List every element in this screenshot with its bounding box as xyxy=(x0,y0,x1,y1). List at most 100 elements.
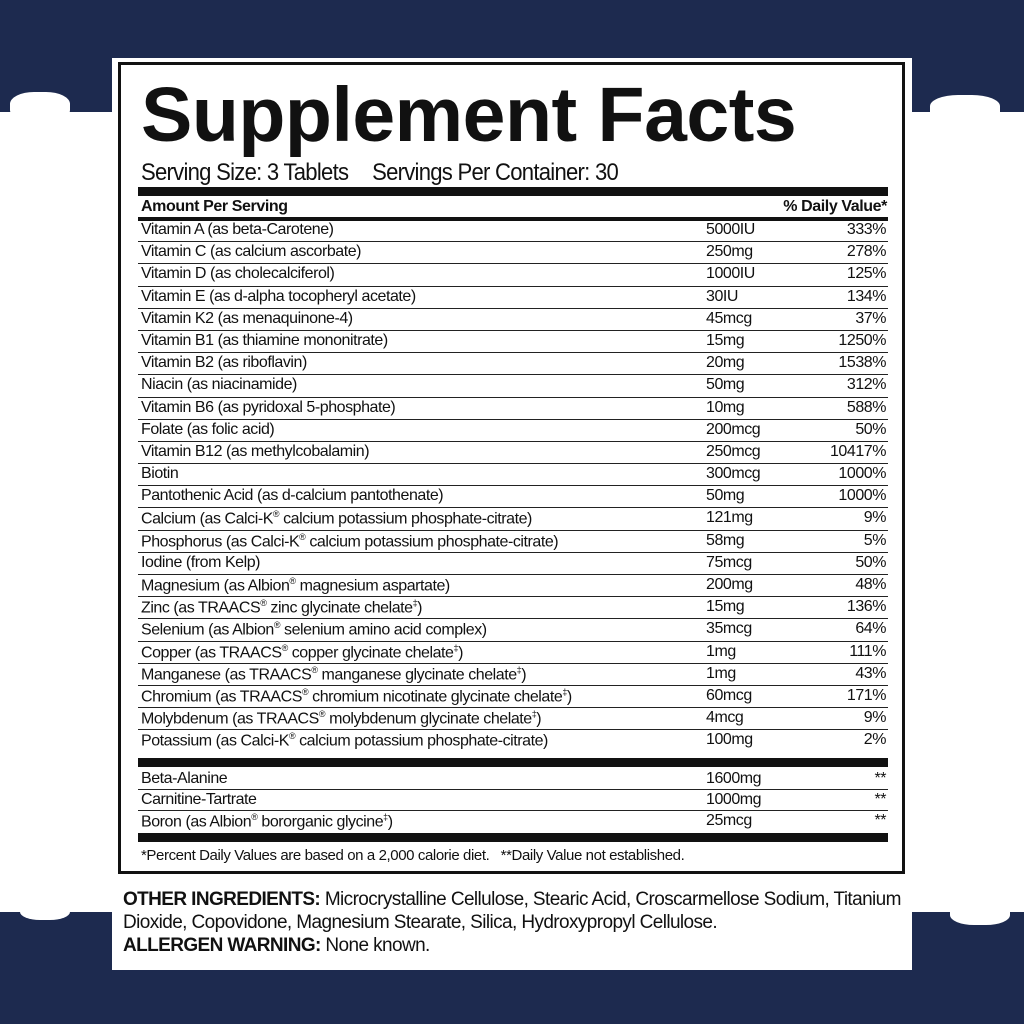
nutrient-amount: 5000IU xyxy=(706,221,755,238)
nutrient-amount: 100mg xyxy=(706,731,753,749)
nutrient-dv: ** xyxy=(874,770,886,787)
nutrient-name: Carnitine-Tartrate xyxy=(141,791,257,808)
other-nutrient-table: Beta-Alanine 1600mg ** Carnitine-Tartrate 10… xyxy=(138,769,888,831)
nutrient-dv: 5% xyxy=(863,531,887,549)
nutrient-name: Boron (as Albion® bororganic glycine‡) xyxy=(141,812,393,831)
nutrient-amount: 1000IU xyxy=(706,265,755,283)
table-row: Vitamin A (as beta-Carotene) 5000IU 333% xyxy=(138,220,888,243)
table-row: Chromium (as TRAACS® chromium nicotinate… xyxy=(138,686,888,709)
divider-medium xyxy=(138,217,888,221)
nutrient-name: Vitamin B12 (as methylcobalamin) xyxy=(141,442,370,460)
nutrient-dv: 64% xyxy=(855,620,886,638)
nutrient-dv: 136% xyxy=(846,598,887,616)
nutrient-amount: 200mcg xyxy=(706,420,761,438)
nutrient-amount: 75mcg xyxy=(706,553,752,571)
nutrient-dv: ** xyxy=(874,812,886,829)
table-row: Vitamin B6 (as pyridoxal 5-phosphate) 10m… xyxy=(138,398,888,420)
nutrient-amount: 250mg xyxy=(706,243,753,261)
nutrient-amount: 50mg xyxy=(706,376,745,394)
nutrient-name: Vitamin A (as beta-Carotene) xyxy=(141,221,334,238)
nutrient-dv: 312% xyxy=(846,376,887,394)
nutrient-name: Pantothenic Acid (as d-calcium pantothen… xyxy=(141,487,444,505)
allergen-warning: ALLERGEN WARNING: None known. xyxy=(123,934,913,957)
amount-header: Amount Per Serving xyxy=(141,198,288,215)
panel-title: Supplement Facts xyxy=(141,72,797,158)
table-row: Beta-Alanine 1600mg ** xyxy=(138,769,888,790)
table-row: Manganese (as TRAACS® manganese glycinat… xyxy=(138,664,888,686)
nutrient-name: Phosphorus (as Calci-K® calcium potassiu… xyxy=(141,531,559,550)
nutrient-dv: 171% xyxy=(846,686,887,704)
nutrient-name: Iodine (from Kelp) xyxy=(141,553,261,571)
nutrient-name: Zinc (as TRAACS® zinc glycinate chelate‡… xyxy=(141,598,423,617)
nutrient-name: Niacin (as niacinamide) xyxy=(141,376,297,394)
nutrient-dv: 37% xyxy=(855,309,886,327)
nutrient-dv: 278% xyxy=(846,243,887,261)
table-row: Niacin (as niacinamide) 50mg 312% xyxy=(138,375,888,398)
nutrient-dv: 1000% xyxy=(838,487,886,505)
nutrient-amount: 15mg xyxy=(706,331,745,349)
nutrient-dv: 43% xyxy=(855,664,886,682)
divider-thick xyxy=(138,187,888,196)
nutrient-amount: 10mg xyxy=(706,398,745,416)
nutrient-amount: 1000mg xyxy=(706,791,762,808)
nutrient-name: Biotin xyxy=(141,465,179,483)
table-row: Potassium (as Calci-K® calcium potassium… xyxy=(138,730,888,751)
table-row: Zinc (as TRAACS® zinc glycinate chelate‡… xyxy=(138,597,888,620)
nutrient-name: Selenium (as Albion® selenium amino acid… xyxy=(141,620,487,639)
table-row: Copper (as TRAACS® copper glycinate chel… xyxy=(138,642,888,664)
table-row: Biotin 300mcg 1000% xyxy=(138,464,888,487)
table-row: Vitamin B1 (as thiamine mononitrate) 15mg… xyxy=(138,331,888,354)
nutrient-name: Potassium (as Calci-K® calcium potassium… xyxy=(141,731,548,750)
nutrient-name: Molybdenum (as TRAACS® molybdenum glycin… xyxy=(141,709,542,728)
table-row: Vitamin B12 (as methylcobalamin) 250mcg 10… xyxy=(138,442,888,465)
nutrient-amount: 45mcg xyxy=(706,309,752,327)
nutrient-amount: 15mg xyxy=(706,598,745,616)
nutrient-amount: 1mg xyxy=(706,642,736,660)
supplement-facts-panel: Supplement Facts Serving Size: 3 Tablets… xyxy=(118,62,905,874)
table-row: Molybdenum (as TRAACS® molybdenum glycin… xyxy=(138,708,888,731)
allergen-text: None known. xyxy=(320,935,430,956)
nutrient-name: Folate (as folic acid) xyxy=(141,420,275,438)
nutrient-dv: 50% xyxy=(855,553,886,571)
dv-header: % Daily Value* xyxy=(783,198,887,215)
nutrient-name: Vitamin E (as d-alpha tocopheryl acetate… xyxy=(141,287,416,305)
nutrient-dv: 125% xyxy=(846,265,887,283)
nutrient-amount: 20mg xyxy=(706,354,745,372)
nutrient-name: Vitamin B1 (as thiamine mononitrate) xyxy=(141,331,388,349)
table-row: Phosphorus (as Calci-K® calcium potassiu… xyxy=(138,531,888,553)
nutrient-name: Calcium (as Calci-K® calcium potassium p… xyxy=(141,509,532,528)
table-row: Iodine (from Kelp) 75mcg 50% xyxy=(138,553,888,575)
nutrient-name: Magnesium (as Albion® magnesium aspartat… xyxy=(141,576,450,595)
nutrient-name: Copper (as TRAACS® copper glycinate chel… xyxy=(141,642,463,661)
nutrient-amount: 58mg xyxy=(706,531,745,549)
nutrient-dv: 50% xyxy=(855,420,886,438)
nutrient-amount: 25mcg xyxy=(706,812,752,829)
nutrient-amount: 60mcg xyxy=(706,686,752,704)
footnote: *Percent Daily Values are based on a 2,0… xyxy=(141,847,685,864)
nutrient-dv: 333% xyxy=(846,221,887,238)
nutrient-name: Vitamin B6 (as pyridoxal 5-phosphate) xyxy=(141,398,396,416)
nutrient-amount: 35mcg xyxy=(706,620,752,638)
nutrient-amount: 30IU xyxy=(706,287,738,305)
nutrient-dv: 10417% xyxy=(829,442,886,460)
table-row: Vitamin D (as cholecalciferol) 1000IU 125% xyxy=(138,264,888,287)
nutrient-name: Vitamin K2 (as menaquinone-4) xyxy=(141,309,353,327)
nutrient-dv: 2% xyxy=(863,731,887,749)
serving-info: Serving Size: 3 Tablets Servings Per Con… xyxy=(141,159,636,187)
nutrient-amount: 250mcg xyxy=(706,442,761,460)
table-header: Amount Per Serving % Daily Value* xyxy=(141,198,887,216)
other-ingredients-label: OTHER INGREDIENTS: xyxy=(123,889,321,910)
table-row: Folate (as folic acid) 200mcg 50% xyxy=(138,420,888,442)
nutrient-name: Vitamin D (as cholecalciferol) xyxy=(141,265,335,283)
nutrient-table: Vitamin A (as beta-Carotene) 5000IU 333% Vi… xyxy=(138,220,888,752)
table-row: Carnitine-Tartrate 1000mg ** xyxy=(138,790,888,811)
other-ingredients-section: OTHER INGREDIENTS: Microcrystalline Cell… xyxy=(123,888,913,957)
nutrient-name: Manganese (as TRAACS® manganese glycinat… xyxy=(141,664,527,684)
divider-thick xyxy=(138,833,888,842)
nutrient-amount: 121mg xyxy=(706,509,753,527)
nutrient-name: Beta-Alanine xyxy=(141,770,228,787)
table-row: Boron (as Albion® bororganic glycine‡) 25… xyxy=(138,811,888,831)
table-row: Calcium (as Calci-K® calcium potassium p… xyxy=(138,508,888,531)
nutrient-amount: 200mg xyxy=(706,576,753,593)
allergen-label: ALLERGEN WARNING: xyxy=(123,935,321,956)
